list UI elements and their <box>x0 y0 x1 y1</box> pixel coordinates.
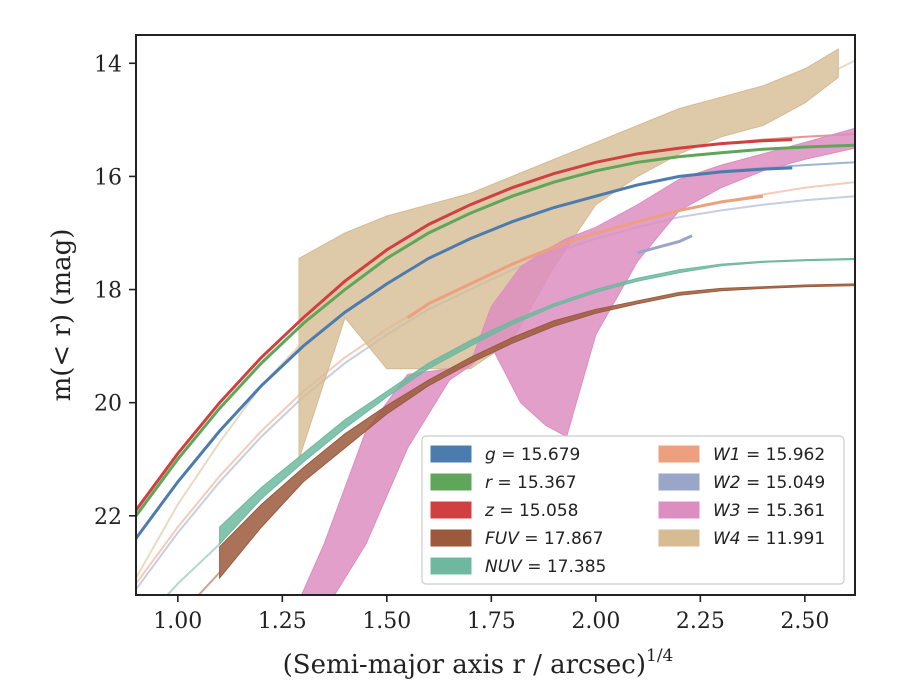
legend-label: NUV = 17.385 <box>485 557 606 577</box>
legend-item-g: g = 15.679 <box>430 445 580 465</box>
legend-swatch <box>658 501 700 519</box>
legend: g = 15.679 r = 15.367 z = 15.058 FUV = 17.8… <box>421 435 845 585</box>
legend-item-nuv: NUV = 17.385 <box>430 557 606 577</box>
legend-label: W3 = 15.361 <box>713 501 825 521</box>
x-tick-label: 1.25 <box>258 609 307 634</box>
legend-swatch <box>430 501 472 519</box>
legend-label: FUV = 17.867 <box>485 529 603 549</box>
x-tick-label: 1.50 <box>362 609 411 634</box>
legend-swatch <box>430 473 472 491</box>
series-nuv-model-curve <box>165 543 221 595</box>
plot-frame <box>135 34 856 596</box>
y-tick-label: 16 <box>94 165 122 190</box>
legend-label: z = 15.058 <box>484 501 578 521</box>
series-fuv-band <box>219 283 855 580</box>
legend-item-w4: W4 = 11.991 <box>658 529 825 549</box>
legend-item-w2: W2 = 15.049 <box>658 473 825 493</box>
plot-marks <box>136 48 855 595</box>
x-axis-title-superscript: 1/4 <box>646 646 673 666</box>
series-r-curve <box>136 143 855 517</box>
series-w1-curve <box>406 194 764 320</box>
series-fuv-model-curve <box>197 571 221 595</box>
legend-swatch <box>658 473 700 491</box>
legend-item-w3: W3 = 15.361 <box>658 501 825 521</box>
x-tick-label: 2.50 <box>780 609 829 634</box>
x-tick-label: 1.75 <box>467 609 516 634</box>
y-tick-label: 14 <box>94 52 122 77</box>
legend-swatch <box>658 445 700 463</box>
legend-label: W4 = 11.991 <box>713 529 825 549</box>
legend-swatch <box>430 445 472 463</box>
x-axis-title-main: (Semi-major axis r / arcsec) <box>283 650 646 680</box>
series-w2-curve <box>637 234 693 255</box>
series-w4-model-curve-tail <box>837 59 855 70</box>
series-g-curve <box>136 166 793 540</box>
legend-swatch <box>430 529 472 547</box>
y-axis-title: m(< r) (mag) <box>47 229 77 402</box>
x-axis-title: (Semi-major axis r / arcsec)1/4 <box>283 646 674 680</box>
x-tick-label: 2.25 <box>676 609 725 634</box>
y-ticks: 14 16 18 20 22 <box>94 52 136 530</box>
legend-swatch <box>658 529 700 547</box>
legend-label: W2 = 15.049 <box>713 473 825 493</box>
y-tick-label: 22 <box>94 505 122 530</box>
y-tick-label: 20 <box>94 392 122 417</box>
x-ticks: 1.00 1.25 1.50 1.75 2.00 2.25 2.50 <box>153 595 829 634</box>
legend-swatch <box>430 557 472 575</box>
legend-frame <box>421 435 845 585</box>
legend-item-w1: W1 = 15.962 <box>658 445 825 465</box>
series-nuv-band <box>219 257 855 546</box>
y-tick-label: 18 <box>94 279 122 304</box>
legend-label: g = 15.679 <box>485 445 580 465</box>
series-z-curve <box>136 138 793 512</box>
legend-label: r = 15.367 <box>485 473 577 493</box>
legend-label: W1 = 15.962 <box>713 445 825 465</box>
legend-item-fuv: FUV = 17.867 <box>430 529 603 549</box>
x-tick-label: 1.00 <box>153 609 202 634</box>
legend-item-r: r = 15.367 <box>430 473 577 493</box>
x-tick-label: 2.00 <box>571 609 620 634</box>
legend-item-z: z = 15.058 <box>430 501 578 521</box>
